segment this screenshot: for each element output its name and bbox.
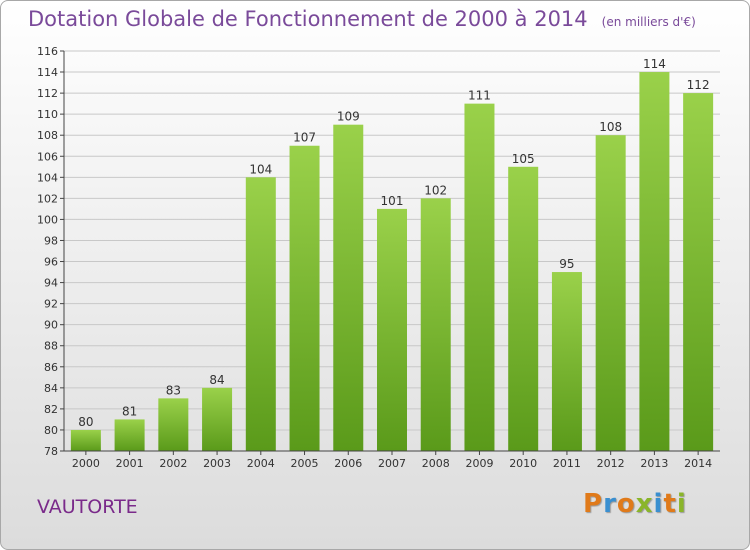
x-tick-label: 2000 — [72, 457, 100, 470]
logo-letter: x — [635, 489, 654, 519]
chart-title: Dotation Globale de Fonctionnement de 20… — [28, 7, 696, 31]
bar — [289, 145, 320, 451]
logo-letter: o — [616, 489, 636, 519]
bar — [333, 124, 364, 452]
x-tick-label: 2004 — [247, 457, 275, 470]
data-label: 114 — [643, 57, 666, 71]
x-tick-label: 2013 — [640, 457, 668, 470]
y-tick-label: 102 — [37, 192, 58, 205]
data-label: 109 — [337, 110, 360, 124]
data-label: 101 — [381, 194, 404, 208]
data-label: 107 — [293, 131, 316, 145]
data-labels: 80 81 83 84 104 107 109 101 102 111 105 95 108 114 112 — [78, 57, 709, 429]
axes: 78 80 82 84 86 88 90 92 94 96 98 100 102 104 106 108 110… — [37, 45, 720, 470]
chart-subtitle: (en milliers d'€) — [601, 15, 696, 29]
data-label: 104 — [249, 162, 272, 176]
x-tick-label: 2006 — [334, 457, 362, 470]
x-tick-label: 2014 — [684, 457, 712, 470]
y-tick-label: 86 — [44, 361, 58, 374]
y-tick-label: 82 — [44, 403, 58, 416]
bar — [70, 429, 101, 451]
bar — [551, 272, 582, 451]
data-label: 108 — [599, 120, 622, 134]
logo-letter: P — [583, 489, 604, 519]
y-tick-label: 104 — [37, 171, 58, 184]
y-tick-label: 100 — [37, 213, 58, 226]
x-tick-label: 2012 — [597, 457, 625, 470]
y-tick-label: 88 — [44, 340, 58, 353]
data-label: 105 — [512, 152, 535, 166]
y-tick-label: 94 — [44, 277, 58, 290]
bar — [158, 398, 189, 451]
y-tick-label: 84 — [44, 382, 58, 395]
x-tick-label: 2011 — [553, 457, 581, 470]
y-tick-label: 106 — [37, 150, 58, 163]
y-tick-label: 114 — [37, 66, 58, 79]
bar — [639, 72, 670, 451]
logo-letter: i — [676, 489, 687, 519]
data-label: 111 — [468, 89, 491, 103]
proxiti-logo[interactable]: Proxiti — [583, 489, 687, 519]
bar — [683, 93, 714, 452]
y-tick-label: 78 — [44, 445, 58, 458]
data-label: 84 — [209, 373, 224, 387]
x-tick-label: 2008 — [422, 457, 450, 470]
bar — [508, 166, 539, 451]
data-label: 112 — [687, 78, 710, 92]
y-tick-label: 90 — [44, 319, 58, 332]
x-tick-label: 2009 — [465, 457, 493, 470]
x-tick-label: 2002 — [159, 457, 187, 470]
data-label: 95 — [559, 257, 574, 271]
y-tick-label: 96 — [44, 256, 58, 269]
y-tick-label: 116 — [37, 45, 58, 58]
bar — [595, 135, 626, 452]
bar — [245, 177, 276, 451]
logo-letter: t — [663, 489, 677, 519]
bar — [377, 208, 407, 451]
x-tick-label: 2003 — [203, 457, 231, 470]
x-tick-label: 2005 — [291, 457, 319, 470]
bar — [420, 198, 451, 451]
y-tick-label: 80 — [44, 424, 58, 437]
x-tick-label: 2007 — [378, 457, 406, 470]
y-tick-label: 112 — [37, 87, 58, 100]
y-tick-label: 98 — [44, 234, 58, 247]
y-tick-label: 110 — [37, 108, 58, 121]
x-tick-label: 2010 — [509, 457, 537, 470]
bar — [202, 387, 233, 451]
chart-title-text: Dotation Globale de Fonctionnement de 20… — [28, 7, 588, 31]
data-label: 83 — [166, 383, 181, 397]
data-label: 102 — [424, 183, 447, 197]
data-label: 80 — [78, 415, 93, 429]
data-label: 81 — [122, 404, 137, 418]
y-tick-label: 108 — [37, 129, 58, 142]
x-tick-label: 2001 — [116, 457, 144, 470]
y-tick-label: 92 — [44, 298, 58, 311]
commune-name: VAUTORTE — [37, 496, 138, 518]
bar — [464, 103, 495, 451]
logo-letter: i — [653, 489, 664, 519]
bar — [114, 419, 145, 451]
bars — [70, 72, 714, 452]
logo-letter: r — [603, 489, 617, 519]
